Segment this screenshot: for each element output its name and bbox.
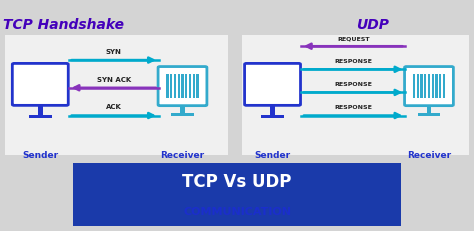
FancyBboxPatch shape: [73, 163, 401, 226]
Text: TCP Vs UDP: TCP Vs UDP: [182, 173, 292, 191]
Bar: [193, 74, 195, 98]
Text: REQUEST: REQUEST: [337, 36, 369, 41]
Text: Receiver: Receiver: [407, 151, 451, 160]
FancyBboxPatch shape: [245, 63, 301, 105]
FancyBboxPatch shape: [5, 35, 228, 155]
FancyBboxPatch shape: [12, 63, 68, 105]
Text: Receiver: Receiver: [160, 151, 205, 160]
Text: RESPONSE: RESPONSE: [334, 59, 372, 64]
Bar: [420, 74, 422, 98]
Bar: [185, 74, 187, 98]
FancyBboxPatch shape: [242, 35, 469, 155]
Bar: [413, 74, 415, 98]
Text: TCP Handshake: TCP Handshake: [3, 18, 125, 33]
Text: RESPONSE: RESPONSE: [334, 82, 372, 87]
Bar: [182, 74, 183, 98]
Bar: [417, 74, 419, 98]
FancyBboxPatch shape: [158, 67, 207, 106]
Bar: [424, 74, 426, 98]
Bar: [171, 113, 194, 116]
Bar: [443, 74, 445, 98]
Text: UDP: UDP: [356, 18, 389, 33]
Bar: [418, 113, 440, 116]
Bar: [427, 105, 431, 113]
Bar: [439, 74, 441, 98]
Bar: [174, 74, 176, 98]
Bar: [428, 74, 430, 98]
Bar: [432, 74, 434, 98]
Bar: [170, 74, 172, 98]
Text: ACK: ACK: [106, 104, 122, 110]
FancyBboxPatch shape: [405, 67, 453, 106]
Text: Sender: Sender: [255, 151, 291, 160]
Text: COMMUNICATION: COMMUNICATION: [183, 207, 291, 217]
Bar: [37, 104, 43, 115]
Text: Sender: Sender: [22, 151, 58, 160]
Bar: [28, 115, 52, 118]
Text: SYN ACK: SYN ACK: [97, 77, 131, 83]
Bar: [180, 105, 185, 113]
Bar: [166, 74, 169, 98]
Bar: [270, 104, 275, 115]
Text: RESPONSE: RESPONSE: [334, 105, 372, 110]
Bar: [261, 115, 284, 118]
Bar: [178, 74, 180, 98]
Bar: [189, 74, 191, 98]
Bar: [436, 74, 438, 98]
Text: SYN: SYN: [106, 49, 122, 55]
Bar: [196, 74, 199, 98]
